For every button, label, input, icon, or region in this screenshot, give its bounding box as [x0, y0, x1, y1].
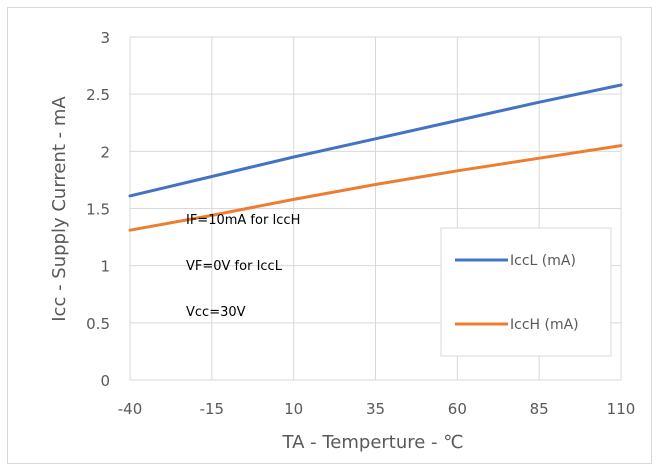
legend-label-iccl: IccL (mA) — [510, 253, 576, 269]
x-tick-label: -40 — [118, 400, 143, 418]
y-tick-label: 2 — [100, 143, 110, 161]
y-tick-label: 0.5 — [86, 315, 110, 333]
annotation-vf: VF=0V for IccL — [186, 259, 283, 274]
annotation-if: IF=10mA for IccH — [186, 213, 300, 228]
x-axis-title: TA - Temperture - ℃ — [282, 432, 464, 453]
y-tick-label: 0 — [100, 372, 110, 390]
y-tick-label: 3 — [100, 29, 110, 47]
annotation-vcc: Vcc=30V — [186, 305, 246, 320]
legend-box — [441, 228, 611, 356]
x-tick-label: 35 — [366, 400, 385, 418]
x-tick-label: -15 — [200, 400, 225, 418]
y-tick-label: 1.5 — [86, 201, 110, 219]
legend: IccL (mA) IccH (mA) — [441, 228, 611, 356]
y-tick-label: 1 — [100, 258, 110, 276]
x-tick-label: 110 — [607, 400, 636, 418]
x-tick-label: 85 — [530, 400, 549, 418]
legend-label-icch: IccH (mA) — [510, 317, 579, 333]
x-tick-label: 10 — [284, 400, 303, 418]
y-tick-label: 2.5 — [86, 86, 110, 104]
y-axis-title: Icc - Supply Current - mA — [49, 96, 70, 322]
x-tick-label: 60 — [448, 400, 467, 418]
